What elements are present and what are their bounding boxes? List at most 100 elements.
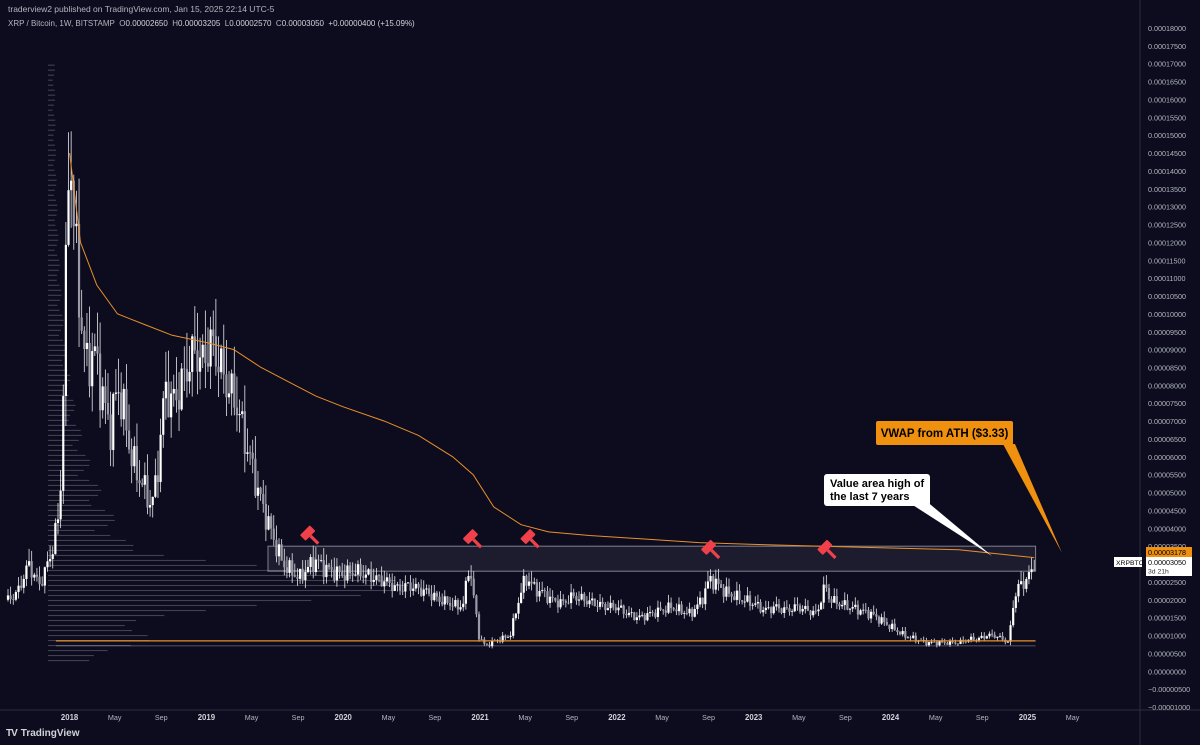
candle-body xyxy=(541,590,544,591)
volume-profile-bar xyxy=(48,184,57,186)
volume-profile-bar xyxy=(48,469,84,471)
candle-body xyxy=(627,612,631,616)
candle-body xyxy=(98,353,102,411)
candle-body xyxy=(769,607,773,614)
volume-profile-bar xyxy=(48,394,69,396)
candle-body xyxy=(172,388,175,394)
candle-body xyxy=(293,575,296,577)
candle-body xyxy=(704,588,707,605)
symbol-description[interactable]: XRP / Bitcoin, 1W, BITSTAMP xyxy=(8,19,115,28)
candle-body xyxy=(1012,607,1015,626)
x-tick-label: 2022 xyxy=(608,713,626,722)
candle-body xyxy=(588,600,591,605)
candle-body xyxy=(17,585,20,593)
candle-body xyxy=(851,607,854,609)
volume-profile-bar xyxy=(48,509,106,511)
volume-profile-bar xyxy=(48,124,56,126)
candle-body xyxy=(743,601,746,603)
candle-body xyxy=(817,609,820,612)
candle-body xyxy=(233,373,236,408)
y-tick-label: 0.00001000 xyxy=(1148,632,1186,641)
candle-body xyxy=(20,585,23,588)
candle-body xyxy=(280,544,283,561)
candle-body xyxy=(343,575,346,581)
candle-body xyxy=(901,630,904,635)
volume-profile-bar xyxy=(48,604,257,607)
y-tick-label: 0.00009500 xyxy=(1148,328,1186,337)
candle-body xyxy=(170,393,173,418)
volume-profile-bar xyxy=(48,489,102,491)
candle-body xyxy=(651,612,654,613)
candle-body xyxy=(130,449,133,467)
candle-body xyxy=(262,494,265,504)
symbol-tag xyxy=(1114,557,1142,567)
candle-body xyxy=(675,609,678,612)
x-tick-label: May xyxy=(1066,713,1080,722)
candle-body xyxy=(506,636,510,638)
candle-body xyxy=(206,363,210,367)
candle-body xyxy=(835,596,838,604)
candle-body xyxy=(398,584,402,591)
candle-body xyxy=(364,574,367,578)
candle-body xyxy=(143,475,146,485)
candle-body xyxy=(1014,596,1017,608)
published-by: traderview2 published on TradingView.com… xyxy=(8,4,275,14)
candle-body xyxy=(767,607,770,609)
volume-profile-bar xyxy=(48,339,63,341)
candle-body xyxy=(925,640,928,646)
volume-profile-bar xyxy=(48,174,57,176)
hammer-head xyxy=(520,529,536,544)
candle-body xyxy=(327,564,331,568)
y-tick-label: 0.00000500 xyxy=(1148,649,1186,658)
y-tick-label: 0.00017000 xyxy=(1148,60,1186,69)
high-label: H xyxy=(172,19,179,28)
volume-profile-bar xyxy=(48,259,60,261)
volume-profile-bar xyxy=(48,424,76,426)
candle-body xyxy=(530,581,533,584)
volume-profile-bar xyxy=(48,404,76,406)
candle-body xyxy=(606,608,610,611)
candle-body xyxy=(604,603,607,611)
candle-body xyxy=(570,592,573,604)
candle-body xyxy=(906,637,910,639)
candle-body xyxy=(735,590,738,600)
volume-profile-bar xyxy=(48,284,60,286)
y-tick-label: 0.00006000 xyxy=(1148,453,1186,462)
candle-body xyxy=(551,596,554,598)
candle-body xyxy=(77,223,81,318)
candle-body xyxy=(943,641,946,643)
candle-body xyxy=(362,576,365,578)
candle-body xyxy=(488,644,491,647)
candle-body xyxy=(1030,569,1033,573)
volume-profile-bar xyxy=(48,194,54,196)
hammer-markers xyxy=(300,525,837,560)
candle-body xyxy=(877,616,881,624)
candle-body xyxy=(893,623,896,631)
y-tick-label: 0.00003500 xyxy=(1148,542,1186,551)
volume-profile-bar xyxy=(48,564,257,567)
candle-body xyxy=(259,487,262,495)
candle-body xyxy=(738,590,741,601)
candle-body xyxy=(1017,583,1020,597)
x-tick-label: May xyxy=(655,713,669,722)
candle-body xyxy=(1022,581,1025,589)
vwap-callout-label: VWAP from ATH ($3.33) xyxy=(881,428,1009,440)
volume-profile-bar xyxy=(48,134,54,136)
candle-body xyxy=(177,400,181,410)
tradingview-brand[interactable]: TradingView xyxy=(20,728,80,739)
candle-body xyxy=(746,595,749,602)
volume-profile-bar xyxy=(48,494,98,496)
candle-body xyxy=(993,634,996,638)
candle-body xyxy=(85,342,89,350)
candle-body xyxy=(614,607,617,611)
volume-profile-bar xyxy=(48,354,66,356)
candle-body xyxy=(741,600,744,602)
candle-body xyxy=(683,613,686,615)
volume-profile-bar xyxy=(48,654,94,657)
volume-profile-bar xyxy=(48,344,66,346)
hammer-handle xyxy=(710,549,721,560)
candle-body xyxy=(977,637,981,641)
candle-body xyxy=(393,585,396,591)
volume-profile-bar xyxy=(48,79,53,81)
